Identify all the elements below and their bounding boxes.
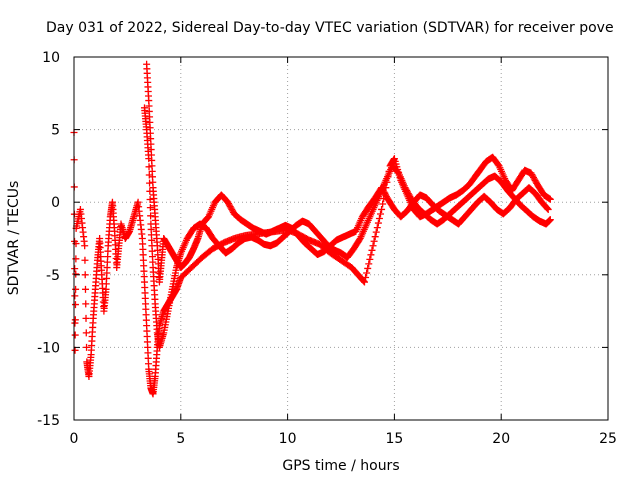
data-point — [377, 210, 385, 218]
data-point — [544, 205, 552, 213]
data-point — [360, 277, 368, 285]
data-point — [146, 179, 154, 187]
data-point — [543, 205, 551, 213]
data-point — [81, 285, 89, 293]
data-marks — [70, 60, 554, 398]
data-point — [365, 260, 373, 268]
axis-ticks — [73, 56, 609, 421]
data-point — [363, 269, 371, 277]
x-tick-labels: 0 5 10 15 20 25 — [70, 431, 617, 447]
data-point — [83, 343, 91, 351]
y-tick-label: -10 — [37, 340, 60, 356]
data-point — [81, 242, 89, 250]
data-point — [146, 187, 154, 195]
data-point — [145, 171, 153, 179]
y-tick-label: 0 — [51, 195, 60, 211]
data-point — [375, 215, 383, 223]
data-point — [71, 316, 79, 324]
y-tick-labels: -15 -10 -5 0 5 10 — [37, 50, 60, 429]
data-point — [364, 264, 372, 272]
data-point — [71, 265, 79, 273]
x-tick-label: 20 — [492, 431, 510, 447]
data-point — [546, 195, 554, 203]
data-point — [145, 163, 153, 171]
data-point — [71, 346, 79, 354]
y-axis-label: SDTVAR / TECUs — [6, 181, 22, 296]
data-point — [369, 242, 377, 250]
y-tick-label: 10 — [42, 50, 60, 66]
data-point — [546, 216, 554, 224]
y-tick-label: -15 — [37, 413, 60, 429]
data-point — [373, 224, 381, 232]
data-point — [366, 255, 374, 263]
data-point — [367, 251, 375, 259]
data-point — [146, 195, 154, 203]
data-point — [81, 256, 89, 264]
data-point — [81, 271, 89, 279]
data-point — [71, 331, 79, 339]
y-tick-label: -5 — [46, 268, 60, 284]
x-tick-label: 15 — [385, 431, 403, 447]
data-point — [82, 329, 90, 337]
data-point — [371, 233, 379, 241]
data-point — [146, 204, 154, 212]
data-point — [368, 246, 376, 254]
data-point — [378, 205, 386, 213]
data-point — [360, 278, 368, 286]
x-tick-label: 10 — [279, 431, 297, 447]
x-axis-label: GPS time / hours — [282, 458, 399, 474]
x-tick-label: 5 — [176, 431, 185, 447]
series-3 — [140, 104, 554, 351]
data-point — [72, 285, 80, 293]
data-point — [82, 300, 90, 308]
data-point — [362, 274, 370, 282]
data-point — [379, 200, 387, 208]
data-point — [71, 301, 79, 309]
data-point — [82, 314, 90, 322]
data-point — [370, 237, 378, 245]
chart-title: Day 031 of 2022, Sidereal Day-to-day VTE… — [46, 20, 614, 36]
plot-frame — [73, 56, 609, 421]
data-point — [71, 292, 79, 300]
data-point — [145, 155, 153, 163]
data-point — [374, 219, 382, 227]
data-point — [372, 228, 380, 236]
x-tick-label: 25 — [599, 431, 617, 447]
series-1 — [70, 129, 554, 398]
data-point — [147, 212, 155, 220]
x-tick-label: 0 — [70, 431, 79, 447]
data-point — [355, 236, 363, 244]
data-point — [72, 270, 80, 278]
y-tick-label: 5 — [51, 123, 60, 139]
